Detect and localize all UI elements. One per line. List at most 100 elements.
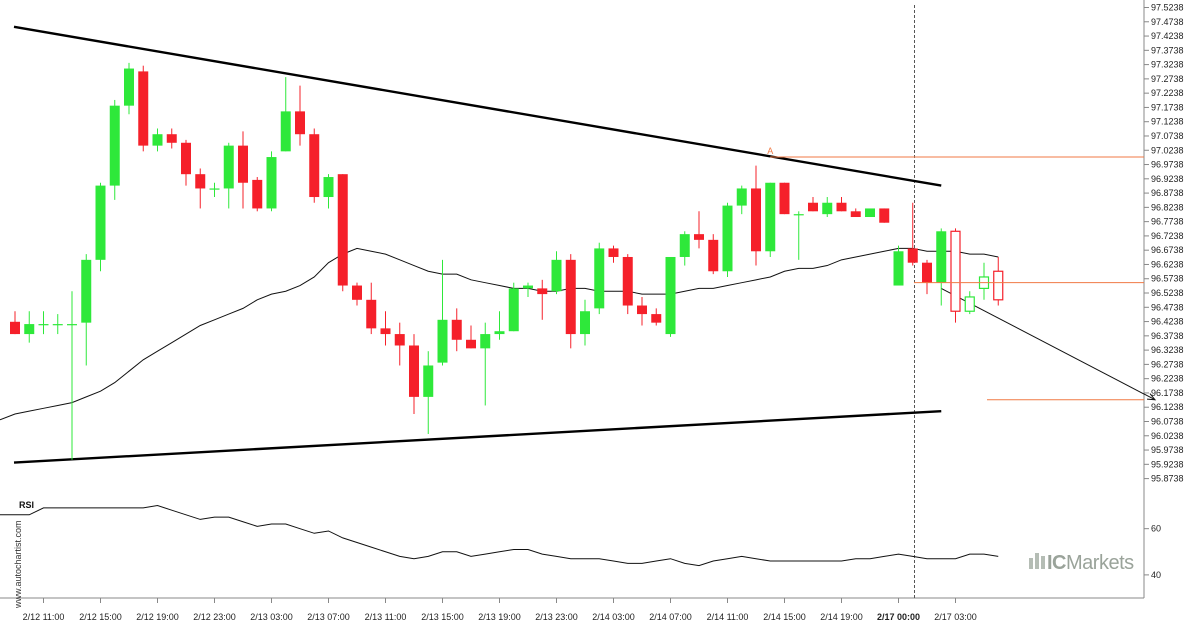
- triangle-pattern: [13, 25, 1157, 464]
- candle: [850, 208, 861, 218]
- price-tick-label: 95.8738: [1151, 474, 1184, 484]
- candle: [494, 311, 505, 340]
- candle: [779, 182, 790, 215]
- candle-body: [109, 105, 120, 186]
- candle: [295, 85, 305, 146]
- candle-body: [850, 211, 861, 218]
- candle-body: [423, 365, 434, 397]
- price-tick-label: 96.1738: [1151, 388, 1184, 398]
- candle: [366, 282, 377, 335]
- candle: [936, 228, 947, 306]
- candle: [622, 254, 633, 315]
- time-tick-label: 2/14 11:00: [707, 612, 749, 622]
- candle-body: [565, 259, 576, 335]
- candle-body: [708, 239, 719, 272]
- candle: [537, 279, 548, 320]
- moving-average-line: [0, 247, 999, 421]
- price-tick-label: 96.4238: [1151, 317, 1184, 327]
- candle-body: [280, 111, 291, 152]
- candle: [252, 177, 263, 212]
- candle: [124, 62, 134, 115]
- time-tick-label: 2/17 00:00: [877, 612, 920, 622]
- candle: [665, 256, 676, 337]
- candle-body: [366, 299, 377, 329]
- candle-body: [10, 321, 20, 335]
- candle: [394, 322, 405, 366]
- price-tick-label: 96.5238: [1151, 288, 1184, 298]
- candle-body: [651, 314, 662, 323]
- candle-body: [594, 248, 605, 309]
- candle-body: [309, 134, 320, 198]
- candle-body: [765, 182, 776, 252]
- candle: [95, 182, 106, 272]
- candle-body: [964, 296, 975, 312]
- candle: [38, 311, 49, 335]
- pattern-point-label: A: [767, 146, 773, 156]
- candle-body: [266, 157, 277, 209]
- time-tick-label: 2/13 11:00: [365, 612, 407, 622]
- candle: [266, 151, 277, 212]
- pattern-lower-line: [13, 409, 942, 464]
- candle: [694, 211, 704, 249]
- candle-body: [38, 324, 49, 326]
- candle: [352, 282, 362, 306]
- brand-mark-icon: [1029, 553, 1045, 569]
- candle: [323, 174, 334, 209]
- candle-body: [337, 174, 348, 286]
- candle-body: [394, 334, 405, 346]
- price-tick-label: 96.8738: [1151, 188, 1184, 198]
- candle: [24, 311, 35, 343]
- candle: [808, 197, 818, 212]
- pattern-upper-line: [13, 25, 942, 187]
- price-tick-label: 96.1238: [1151, 402, 1184, 412]
- candle-body: [922, 262, 932, 283]
- price-tick-label: 96.4738: [1151, 302, 1184, 312]
- price-tick-label: 96.6238: [1151, 259, 1184, 269]
- candle: [836, 197, 847, 212]
- candle-body: [793, 214, 804, 216]
- price-tick-label: 97.4238: [1151, 31, 1184, 41]
- candle-body: [52, 324, 63, 326]
- candle-body: [637, 305, 647, 315]
- candle: [679, 231, 690, 266]
- candle: [822, 197, 833, 218]
- candle: [466, 325, 476, 349]
- time-tick-label: 2/13 03:00: [250, 612, 293, 622]
- candle: [551, 251, 562, 295]
- candle-body: [622, 256, 633, 306]
- candle: [10, 311, 20, 335]
- price-tick-label: 96.7738: [1151, 217, 1184, 227]
- price-tick-label: 95.9738: [1151, 445, 1184, 455]
- time-tick-label: 2/12 19:00: [136, 612, 179, 622]
- candle-body: [209, 188, 220, 190]
- price-tick-label: 96.3238: [1151, 345, 1184, 355]
- candle: [993, 256, 1004, 306]
- time-tick-label: 2/13 07:00: [307, 612, 350, 622]
- candle-body: [494, 331, 505, 335]
- price-tick-label: 96.9738: [1151, 160, 1184, 170]
- candle-body: [950, 230, 961, 312]
- candle: [793, 211, 804, 260]
- candle-body: [451, 319, 462, 340]
- candle: [437, 259, 448, 366]
- price-tick-label: 97.1238: [1151, 117, 1184, 127]
- rsi-tick-label: 60: [1151, 524, 1161, 534]
- candle: [523, 282, 533, 297]
- price-tick-label: 96.2238: [1151, 374, 1184, 384]
- rsi-tick-label: 40: [1151, 570, 1161, 580]
- candle: [195, 168, 206, 209]
- time-tick-label: 2/14 15:00: [763, 612, 806, 622]
- time-tick-label: 2/12 11:00: [23, 612, 65, 622]
- candle-body: [580, 311, 590, 335]
- candle: [380, 311, 391, 346]
- watermark-text: www.autochartist.com: [13, 520, 23, 609]
- rsi-line: [0, 505, 999, 567]
- candle: [280, 77, 291, 152]
- candle-body: [195, 174, 206, 189]
- candle-body: [166, 134, 177, 143]
- price-tick-label: 96.7238: [1151, 231, 1184, 241]
- candle: [166, 128, 177, 149]
- candle: [109, 99, 120, 200]
- price-tick-label: 96.0738: [1151, 416, 1184, 426]
